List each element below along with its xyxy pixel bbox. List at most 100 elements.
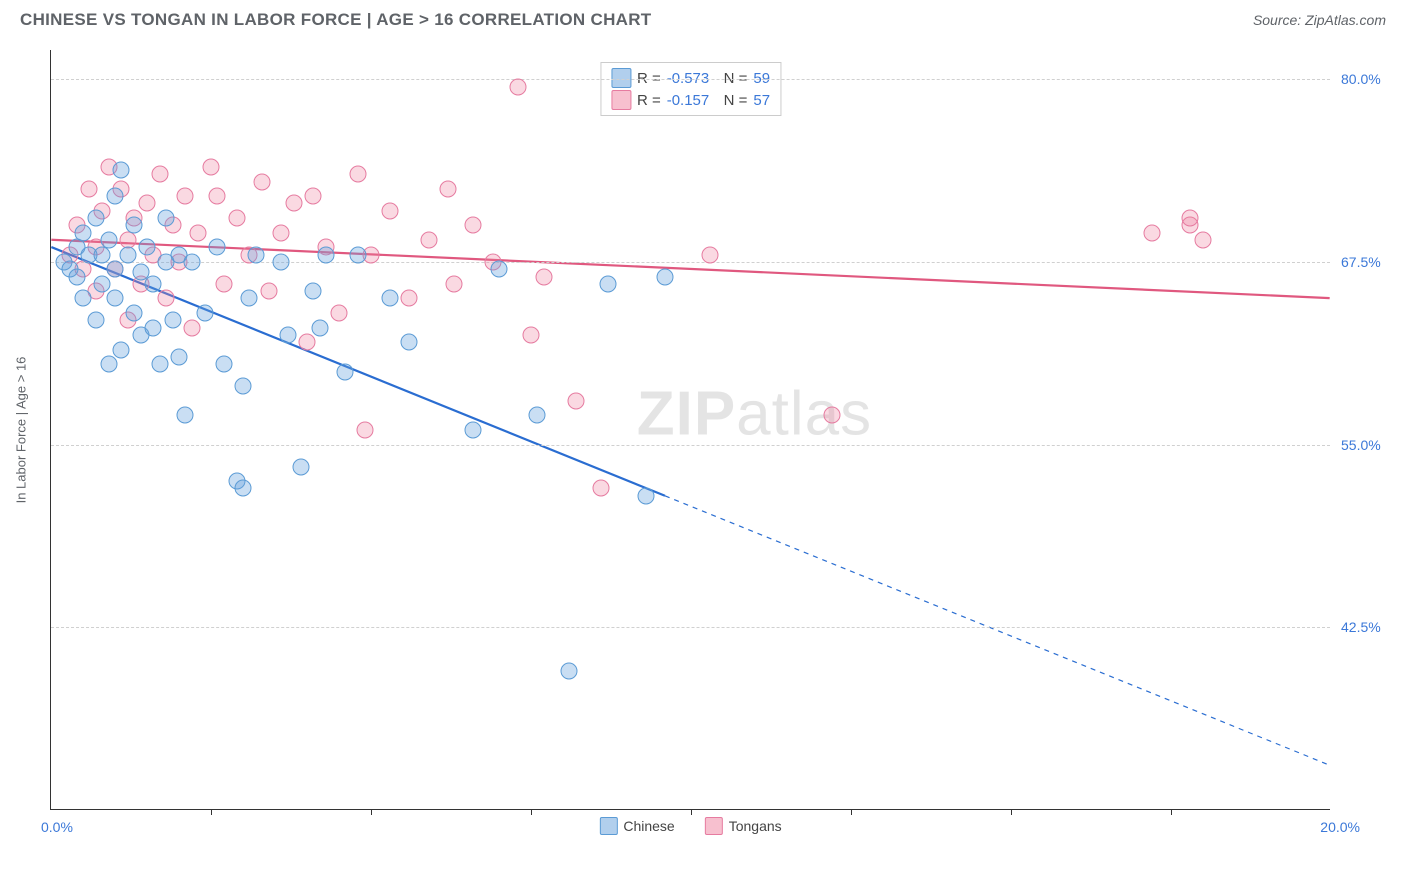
legend-n-value: 59 bbox=[753, 70, 770, 87]
legend-r-value: -0.157 bbox=[667, 92, 710, 109]
legend-n-label: N = bbox=[715, 92, 747, 109]
legend-n-label: N = bbox=[715, 70, 747, 87]
scatter-point-blue bbox=[94, 246, 111, 263]
scatter-point-blue bbox=[382, 290, 399, 307]
scatter-point-blue bbox=[599, 275, 616, 292]
scatter-point-pink bbox=[305, 188, 322, 205]
scatter-point-blue bbox=[235, 480, 252, 497]
legend-row: R = -0.157 N = 57 bbox=[611, 89, 770, 111]
scatter-point-blue bbox=[318, 246, 335, 263]
scatter-point-blue bbox=[196, 305, 213, 322]
legend-item: Chinese bbox=[599, 817, 674, 835]
x-tick bbox=[691, 809, 692, 815]
scatter-point-blue bbox=[164, 312, 181, 329]
scatter-point-pink bbox=[177, 188, 194, 205]
scatter-point-blue bbox=[107, 261, 124, 278]
legend-label: Chinese bbox=[623, 818, 674, 834]
legend-r-label: R = bbox=[637, 92, 661, 109]
scatter-point-pink bbox=[81, 180, 98, 197]
scatter-point-blue bbox=[87, 210, 104, 227]
correlation-legend: R = -0.573 N = 59R = -0.157 N = 57 bbox=[600, 62, 781, 116]
scatter-point-blue bbox=[75, 290, 92, 307]
scatter-point-pink bbox=[593, 480, 610, 497]
scatter-point-pink bbox=[356, 422, 373, 439]
scatter-point-blue bbox=[126, 217, 143, 234]
scatter-point-blue bbox=[465, 422, 482, 439]
scatter-point-blue bbox=[126, 305, 143, 322]
scatter-point-blue bbox=[561, 663, 578, 680]
scatter-point-blue bbox=[113, 341, 130, 358]
scatter-point-pink bbox=[203, 158, 220, 175]
y-tick-label: 55.0% bbox=[1341, 437, 1381, 453]
scatter-point-pink bbox=[158, 290, 175, 307]
gridline bbox=[51, 445, 1330, 446]
scatter-point-blue bbox=[119, 246, 136, 263]
scatter-point-pink bbox=[439, 180, 456, 197]
x-tick bbox=[531, 809, 532, 815]
legend-swatch bbox=[705, 817, 723, 835]
scatter-point-pink bbox=[510, 78, 527, 95]
y-tick-label: 80.0% bbox=[1341, 71, 1381, 87]
chart-title: CHINESE VS TONGAN IN LABOR FORCE | AGE >… bbox=[20, 10, 652, 30]
scatter-point-blue bbox=[100, 232, 117, 249]
scatter-point-pink bbox=[286, 195, 303, 212]
chart-plot-area: In Labor Force | Age > 16 ZIPatlas 0.0% … bbox=[50, 50, 1330, 810]
x-tick bbox=[1171, 809, 1172, 815]
scatter-point-pink bbox=[139, 195, 156, 212]
legend-swatch bbox=[611, 90, 631, 110]
scatter-point-blue bbox=[529, 407, 546, 424]
scatter-point-pink bbox=[183, 319, 200, 336]
scatter-point-blue bbox=[177, 407, 194, 424]
gridline bbox=[51, 262, 1330, 263]
series-legend: Chinese Tongans bbox=[599, 817, 781, 835]
y-axis-label: In Labor Force | Age > 16 bbox=[14, 356, 29, 503]
scatter-point-pink bbox=[535, 268, 552, 285]
scatter-point-blue bbox=[183, 253, 200, 270]
scatter-point-blue bbox=[139, 239, 156, 256]
scatter-point-pink bbox=[401, 290, 418, 307]
y-tick-label: 67.5% bbox=[1341, 254, 1381, 270]
scatter-point-blue bbox=[241, 290, 258, 307]
scatter-point-pink bbox=[209, 188, 226, 205]
scatter-point-blue bbox=[94, 275, 111, 292]
x-axis-start-label: 0.0% bbox=[41, 819, 73, 835]
scatter-point-pink bbox=[331, 305, 348, 322]
scatter-point-pink bbox=[702, 246, 719, 263]
scatter-point-pink bbox=[823, 407, 840, 424]
scatter-point-pink bbox=[382, 202, 399, 219]
scatter-point-pink bbox=[190, 224, 207, 241]
scatter-point-pink bbox=[350, 166, 367, 183]
legend-row: R = -0.573 N = 59 bbox=[611, 67, 770, 89]
x-tick bbox=[211, 809, 212, 815]
source-label: Source: ZipAtlas.com bbox=[1253, 12, 1386, 28]
scatter-point-pink bbox=[273, 224, 290, 241]
scatter-point-blue bbox=[337, 363, 354, 380]
scatter-point-blue bbox=[158, 210, 175, 227]
scatter-point-pink bbox=[254, 173, 271, 190]
scatter-point-blue bbox=[145, 275, 162, 292]
scatter-point-blue bbox=[107, 188, 124, 205]
legend-r-label: R = bbox=[637, 70, 661, 87]
legend-swatch bbox=[599, 817, 617, 835]
legend-label: Tongans bbox=[729, 818, 782, 834]
legend-r-value: -0.573 bbox=[667, 70, 710, 87]
scatter-point-blue bbox=[350, 246, 367, 263]
scatter-point-pink bbox=[215, 275, 232, 292]
scatter-point-blue bbox=[235, 378, 252, 395]
scatter-point-pink bbox=[228, 210, 245, 227]
x-axis-end-label: 20.0% bbox=[1320, 819, 1360, 835]
scatter-point-pink bbox=[446, 275, 463, 292]
scatter-point-pink bbox=[299, 334, 316, 351]
legend-item: Tongans bbox=[705, 817, 782, 835]
scatter-point-blue bbox=[215, 356, 232, 373]
scatter-point-blue bbox=[151, 356, 168, 373]
scatter-point-pink bbox=[523, 327, 540, 344]
scatter-point-blue bbox=[657, 268, 674, 285]
scatter-point-blue bbox=[209, 239, 226, 256]
scatter-point-blue bbox=[171, 348, 188, 365]
scatter-point-pink bbox=[465, 217, 482, 234]
scatter-point-pink bbox=[151, 166, 168, 183]
x-tick bbox=[1011, 809, 1012, 815]
scatter-point-blue bbox=[68, 268, 85, 285]
scatter-point-blue bbox=[247, 246, 264, 263]
